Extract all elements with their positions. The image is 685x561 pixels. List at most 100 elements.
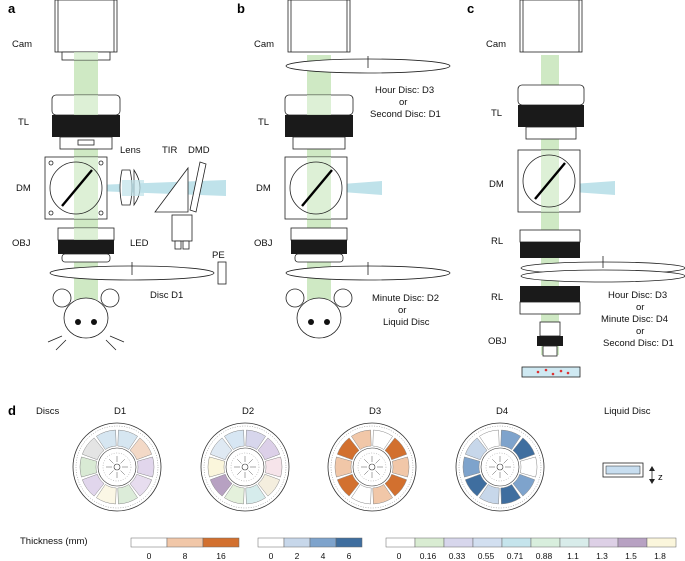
disc-line4: or [636, 326, 644, 337]
scale-cell [283, 537, 311, 548]
disc-segment [351, 429, 372, 450]
rl2-label: RL [491, 292, 503, 303]
illumination-path [119, 161, 207, 250]
panel-d: d Discs D1 D2 D3 D4 Liquid Disc z Thickn… [8, 403, 677, 561]
disc-segment [500, 429, 521, 450]
thickness-scale-orange: 0 8 16 [130, 537, 240, 561]
scale-tick-label: 4 [321, 551, 326, 561]
dichroic-mirror [517, 149, 581, 213]
disc-line5: Second Disc: D1 [603, 338, 674, 349]
thickness-scale-multi: 0 0.16 0.33 0.55 0.71 0.88 1.1 1.3 1.5 1.8 [385, 537, 677, 561]
dmd-label: DMD [188, 145, 210, 156]
scale-tick-label: 8 [183, 551, 188, 561]
disc-segment [336, 437, 360, 461]
scale-tick-label: 0 [147, 551, 152, 561]
scale-cell [414, 537, 445, 548]
relay-lens-1 [519, 229, 581, 258]
hour-disc-line1: Hour Disc: D3 [375, 85, 434, 96]
disc-line2: or [636, 302, 644, 313]
disc-segment [372, 484, 393, 505]
panel-d-label: d [8, 403, 16, 418]
camera [519, 0, 583, 53]
obj-label: OBJ [254, 238, 273, 249]
disc-segment [462, 456, 481, 478]
disc-segment [479, 484, 500, 505]
disc-segment [500, 484, 521, 505]
scale-tick-label: 0.16 [420, 551, 437, 561]
disc-segment [136, 456, 155, 478]
disc-segment [81, 473, 105, 497]
minute-disc-line2: or [398, 305, 406, 316]
scale-cell [166, 537, 204, 548]
disc-segment [264, 456, 283, 478]
relay-lens-2 [519, 286, 581, 315]
disc-segment [384, 437, 408, 461]
panel-a: a [8, 0, 227, 351]
scale-tick-label: 0 [397, 551, 402, 561]
d4-title: D4 [496, 406, 508, 417]
scale-tick-label: 0.33 [449, 551, 466, 561]
disc-segment [464, 473, 488, 497]
camera [54, 0, 118, 61]
cam-label: Cam [254, 39, 274, 50]
disc-d3 [327, 422, 417, 512]
disc-segment [117, 429, 138, 450]
scale-cell [335, 537, 363, 548]
disc-segment [96, 429, 117, 450]
rl1-label: RL [491, 236, 503, 247]
z-label: z [658, 472, 663, 483]
tube-lens [517, 84, 585, 140]
scale-tick-label: 1.5 [625, 551, 637, 561]
disc-segment [391, 456, 410, 478]
scale-tick-label: 0.71 [507, 551, 524, 561]
panel-b-label: b [237, 1, 245, 16]
led-label: LED [130, 238, 149, 249]
scale-tick-label: 1.1 [567, 551, 579, 561]
mouse [47, 288, 125, 351]
scale-cell [472, 537, 503, 548]
scale-cell [501, 537, 532, 548]
disc-segment [96, 484, 117, 505]
liquid-disc-icon [602, 462, 655, 484]
obj-label: OBJ [488, 336, 507, 347]
scale-cell [202, 537, 240, 548]
disc-segment [207, 456, 226, 478]
scale-cell [530, 537, 561, 548]
disc-segment [336, 473, 360, 497]
scale-cell [257, 537, 285, 548]
disc-segment [117, 484, 138, 505]
disc-segment [79, 456, 98, 478]
panel-a-label: a [8, 1, 16, 16]
disc-d2 [200, 422, 290, 512]
dm-label: DM [489, 179, 504, 190]
disc-segment [512, 473, 536, 497]
disc-segment [129, 437, 153, 461]
disc-segment [351, 484, 372, 505]
scale-tick-label: 0 [269, 551, 274, 561]
tl-label: TL [18, 117, 29, 128]
disc-segment [245, 429, 266, 450]
disc-segment [81, 437, 105, 461]
objective [290, 227, 348, 263]
hour-disc-line3: Second Disc: D1 [370, 109, 441, 120]
tube-lens [51, 94, 121, 150]
scale-tick-label: 16 [216, 551, 226, 561]
objective [537, 321, 563, 357]
discs-label: Discs [36, 406, 59, 417]
scale-tick-label: 0.55 [478, 551, 495, 561]
liquid-disc-title: Liquid Disc [604, 406, 651, 417]
dichroic-mirror [44, 156, 108, 220]
disc-segment [224, 484, 245, 505]
scale-cell [588, 537, 619, 548]
panel-c: c [467, 0, 685, 378]
pe-label: PE [212, 250, 225, 261]
disc-segment [209, 437, 233, 461]
scale-cell [309, 537, 337, 548]
cam-label: Cam [12, 39, 32, 50]
scale-tick-label: 0.88 [536, 551, 553, 561]
scale-cell [385, 537, 416, 548]
disc-d4 [455, 422, 545, 512]
disc-segment [224, 429, 245, 450]
minute-disc-line3: Liquid Disc [383, 317, 430, 328]
